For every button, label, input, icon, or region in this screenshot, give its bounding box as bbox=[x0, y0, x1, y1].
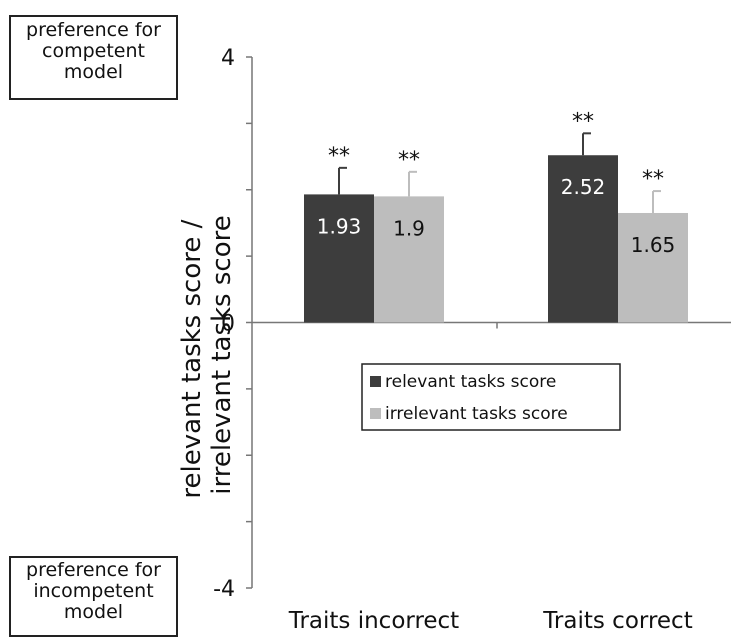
legend-label: relevant tasks score bbox=[385, 372, 556, 392]
bar-value-label: 2.52 bbox=[561, 175, 606, 199]
x-tick-label: Traits correct bbox=[542, 608, 692, 634]
annotation-line: preference for bbox=[26, 19, 161, 41]
significance-marker: ** bbox=[572, 109, 594, 134]
y-tick-label: 4 bbox=[221, 46, 235, 71]
bar bbox=[548, 155, 618, 323]
annotation-incompetent-preference: preference for incompetent model bbox=[9, 556, 178, 637]
bars: 1.93 ** 2.52 ** 1.9 ** 1.65 ** bbox=[304, 109, 688, 323]
y-tick-label: 0 bbox=[221, 312, 235, 337]
legend-swatch bbox=[370, 408, 381, 419]
annotation-line: model bbox=[63, 601, 124, 623]
legend: relevant tasks score irrelevant tasks sco… bbox=[361, 363, 621, 431]
annotation-line: preference for bbox=[26, 559, 161, 581]
legend-label: irrelevant tasks score bbox=[385, 404, 568, 424]
legend-box bbox=[361, 363, 621, 431]
significance-marker: ** bbox=[398, 148, 420, 173]
bar-value-label: 1.65 bbox=[631, 233, 676, 257]
bar-value-label: 1.93 bbox=[317, 214, 362, 238]
x-tick-label: Traits incorrect bbox=[288, 608, 459, 634]
bar bbox=[374, 196, 444, 323]
y-axis-label-line: irrelevant tasks score bbox=[207, 215, 237, 494]
annotation-competent-preference: preference for competent model bbox=[9, 15, 178, 100]
y-tick-label: -4 bbox=[213, 577, 235, 602]
bar bbox=[304, 194, 374, 323]
y-axis-label: relevant tasks score / irrelevant tasks … bbox=[177, 211, 237, 498]
bar-value-label: 1.9 bbox=[393, 216, 425, 240]
axes: 4 0 -4 Traits incorrect Traits correct bbox=[213, 46, 731, 634]
y-axis-label-line: relevant tasks score / bbox=[177, 219, 207, 498]
bar bbox=[618, 212, 688, 323]
legend-swatch bbox=[370, 376, 381, 387]
annotation-line: incompetent bbox=[33, 580, 154, 602]
annotation-line: competent bbox=[42, 40, 145, 62]
significance-marker: ** bbox=[642, 167, 664, 192]
annotation-line: model bbox=[63, 61, 124, 83]
significance-marker: ** bbox=[328, 144, 350, 169]
